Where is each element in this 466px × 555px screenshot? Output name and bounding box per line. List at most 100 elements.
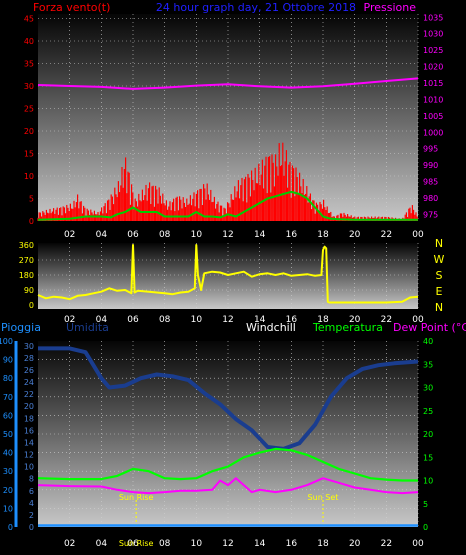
direction-tick-label: 0 <box>29 301 34 310</box>
sun-marker-label: Sun Set <box>308 493 339 502</box>
pressure-tick-label: 1005 <box>423 112 443 121</box>
wind-tick-label: 45 <box>24 15 34 24</box>
pressure-tick-label: 1000 <box>423 128 443 137</box>
x-tick-label: 20 <box>349 315 361 325</box>
x-tick-label: 22 <box>381 315 392 325</box>
x-tick-label: 02 <box>64 539 75 549</box>
x-tick-label: 00 <box>412 230 424 240</box>
pressure-tick-label: 1030 <box>423 30 443 39</box>
gust-line <box>37 190 418 221</box>
temperature-label: Temperatura <box>312 321 383 334</box>
compass-label: W <box>434 253 445 266</box>
x-tick-label: 06 <box>127 539 139 549</box>
rain-tick-label: 40 <box>3 449 13 458</box>
temperature-tick-label: 10 <box>423 477 433 486</box>
wind-tick-label: 40 <box>24 37 34 46</box>
compass-label: S <box>436 269 443 282</box>
rain-tick-label: 90 <box>3 356 13 365</box>
pressure-tick-label: 1025 <box>423 46 443 55</box>
x-tick-label: 12 <box>222 230 233 240</box>
temperature-tick-label: 15 <box>423 453 433 462</box>
x-tick-label: 14 <box>254 315 266 325</box>
x-tick-label: 16 <box>286 539 298 549</box>
humidity-line <box>38 346 419 451</box>
humidity-tick-label: 4 <box>29 499 34 508</box>
temperature-tick-label: 5 <box>423 500 428 509</box>
x-tick-label: 08 <box>159 230 171 240</box>
wind-tick-label: 5 <box>29 195 34 204</box>
sunrise-bottom-label: Sun Rise <box>119 539 154 548</box>
pressure-tick-label: 1010 <box>423 95 443 104</box>
wind-tick-label: 30 <box>24 82 34 91</box>
rain-tick-label: 100 <box>0 337 13 346</box>
wind-tick-label: 0 <box>29 217 34 226</box>
rain-tick-label: 50 <box>3 430 13 439</box>
direction-line <box>37 244 419 304</box>
x-tick-label: 14 <box>254 539 266 549</box>
humidity-tick-label: 0 <box>29 523 34 532</box>
dewpoint-line <box>37 477 419 495</box>
x-tick-label: 20 <box>349 230 361 240</box>
humidity-tick-label: 2 <box>29 511 34 520</box>
x-tick-label: 02 <box>64 230 75 240</box>
pressure-axis-title: Pressione <box>364 1 417 14</box>
x-tick-label: 16 <box>286 230 298 240</box>
x-tick-label: 06 <box>127 315 139 325</box>
humidity-tick-label: 22 <box>24 390 34 399</box>
x-tick-label: 18 <box>317 230 329 240</box>
x-tick-label: 04 <box>96 315 108 325</box>
x-tick-label: 04 <box>96 539 108 549</box>
humidity-tick-label: 28 <box>24 354 34 363</box>
x-tick-label: 20 <box>349 539 361 549</box>
temperature-tick-label: 30 <box>423 384 433 393</box>
x-tick-label: 12 <box>222 315 233 325</box>
humidity-tick-label: 24 <box>24 378 34 387</box>
rain-tick-label: 20 <box>3 486 13 495</box>
x-tick-label: 08 <box>159 315 171 325</box>
dewpoint-label: Dew Point (°C) <box>393 321 466 334</box>
x-tick-label: 06 <box>127 230 139 240</box>
humidity-tick-label: 30 <box>24 342 34 351</box>
direction-tick-label: 360 <box>19 241 34 250</box>
pressure-tick-label: 980 <box>423 194 438 203</box>
sun-marker-label: Sun Rise <box>119 493 154 502</box>
rain-tick-label: 0 <box>8 523 13 532</box>
humidity-tick-label: 20 <box>24 402 34 411</box>
wind-tick-label: 20 <box>24 127 34 136</box>
x-tick-label: 22 <box>381 539 392 549</box>
pressure-tick-label: 985 <box>423 178 438 187</box>
wind-axis-title: Forza vento(t) <box>33 1 110 14</box>
wind-tick-label: 15 <box>24 150 34 159</box>
temperature-tick-label: 20 <box>423 430 433 439</box>
compass-label: N <box>435 237 443 250</box>
direction-tick-label: 270 <box>19 256 34 265</box>
x-tick-label: 10 <box>191 315 203 325</box>
humidity-tick-label: 6 <box>29 487 34 496</box>
rain-tick-label: 70 <box>3 393 13 402</box>
pressure-tick-label: 995 <box>423 145 438 154</box>
x-tick-label: 12 <box>222 539 233 549</box>
pressure-tick-label: 1035 <box>423 13 443 22</box>
windchill-label: Windchill <box>246 321 296 334</box>
x-tick-label: 08 <box>159 539 171 549</box>
wind-tick-label: 25 <box>24 105 34 114</box>
wind-tick-label: 10 <box>24 172 34 181</box>
x-tick-label: 00 <box>412 315 424 325</box>
temperature-line <box>37 447 418 482</box>
humidity-tick-label: 10 <box>24 463 34 472</box>
rain-tick-label: 10 <box>3 504 13 513</box>
x-tick-label: 04 <box>96 230 108 240</box>
humidity-axis-title: Umidita <box>66 321 109 334</box>
humidity-tick-label: 18 <box>24 414 34 423</box>
pressure-line <box>37 77 419 90</box>
humidity-tick-label: 12 <box>24 451 34 460</box>
x-tick-label: 10 <box>191 539 203 549</box>
wind-panel <box>38 14 418 221</box>
temperature-tick-label: 35 <box>423 360 433 369</box>
x-tick-label: 18 <box>317 539 329 549</box>
rain-tick-label: 30 <box>3 467 13 476</box>
direction-tick-label: 90 <box>24 286 34 295</box>
humidity-tick-label: 16 <box>24 426 34 435</box>
temperature-tick-label: 0 <box>423 523 428 532</box>
